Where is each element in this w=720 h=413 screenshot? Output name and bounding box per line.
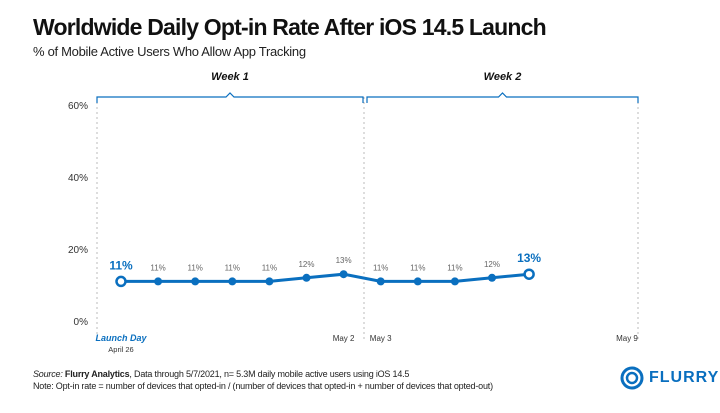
y-tick-label: 60% [68, 101, 88, 112]
data-label: 12% [484, 260, 500, 269]
flurry-logo-text: FLURRY [649, 369, 720, 386]
data-point [450, 277, 459, 286]
data-label: 11% [225, 263, 240, 272]
method-note: Note: Opt-in rate = number of devices th… [33, 381, 493, 391]
data-label: 11% [262, 263, 277, 272]
source-note: Source: Flurry Analytics, Data through 5… [33, 369, 409, 379]
data-point [376, 277, 385, 286]
flurry-logo-icon [620, 366, 644, 390]
data-point [228, 277, 237, 286]
series-line [121, 272, 530, 283]
chart-title: Worldwide Daily Opt-in Rate After iOS 14… [33, 14, 547, 40]
data-label: 11% [410, 263, 425, 272]
data-label: 11% [447, 263, 462, 272]
data-point [191, 277, 200, 286]
y-tick-label: 20% [68, 245, 88, 256]
source-prefix: Source: [33, 369, 65, 379]
flurry-logo: FLURRY [620, 366, 719, 390]
data-label: 11% [109, 258, 133, 272]
data-label: 11% [187, 263, 202, 272]
data-point [265, 277, 274, 286]
x-tick-label: May 3 [370, 334, 392, 343]
data-point [523, 268, 535, 280]
data-label: 11% [373, 263, 388, 272]
y-tick-label: 0% [74, 317, 89, 328]
week-label: Week 2 [484, 71, 522, 83]
week-label: Week 1 [211, 71, 249, 83]
data-label: 13% [517, 251, 541, 265]
data-point [413, 277, 422, 286]
x-tick-label: May 9 [616, 334, 638, 343]
data-point [339, 270, 348, 279]
data-point [154, 277, 163, 286]
source-name: Flurry Analytics [64, 369, 130, 379]
data-label: 13% [336, 256, 352, 265]
week-bracket [366, 92, 639, 103]
x-tick-label: May 2 [333, 334, 355, 343]
data-point [302, 273, 311, 282]
chart-subtitle: % of Mobile Active Users Who Allow App T… [33, 44, 306, 59]
data-point [115, 275, 127, 288]
data-point [488, 273, 496, 282]
data-label: 11% [150, 263, 165, 272]
data-label: 12% [298, 260, 314, 269]
week-bracket [96, 92, 364, 103]
source-detail: , Data through 5/7/2021, n= 5.3M daily m… [129, 369, 410, 379]
x-label-date: April 26 [108, 345, 133, 354]
y-tick-label: 40% [68, 173, 88, 184]
x-label-launch-day: Launch Day [95, 333, 147, 343]
